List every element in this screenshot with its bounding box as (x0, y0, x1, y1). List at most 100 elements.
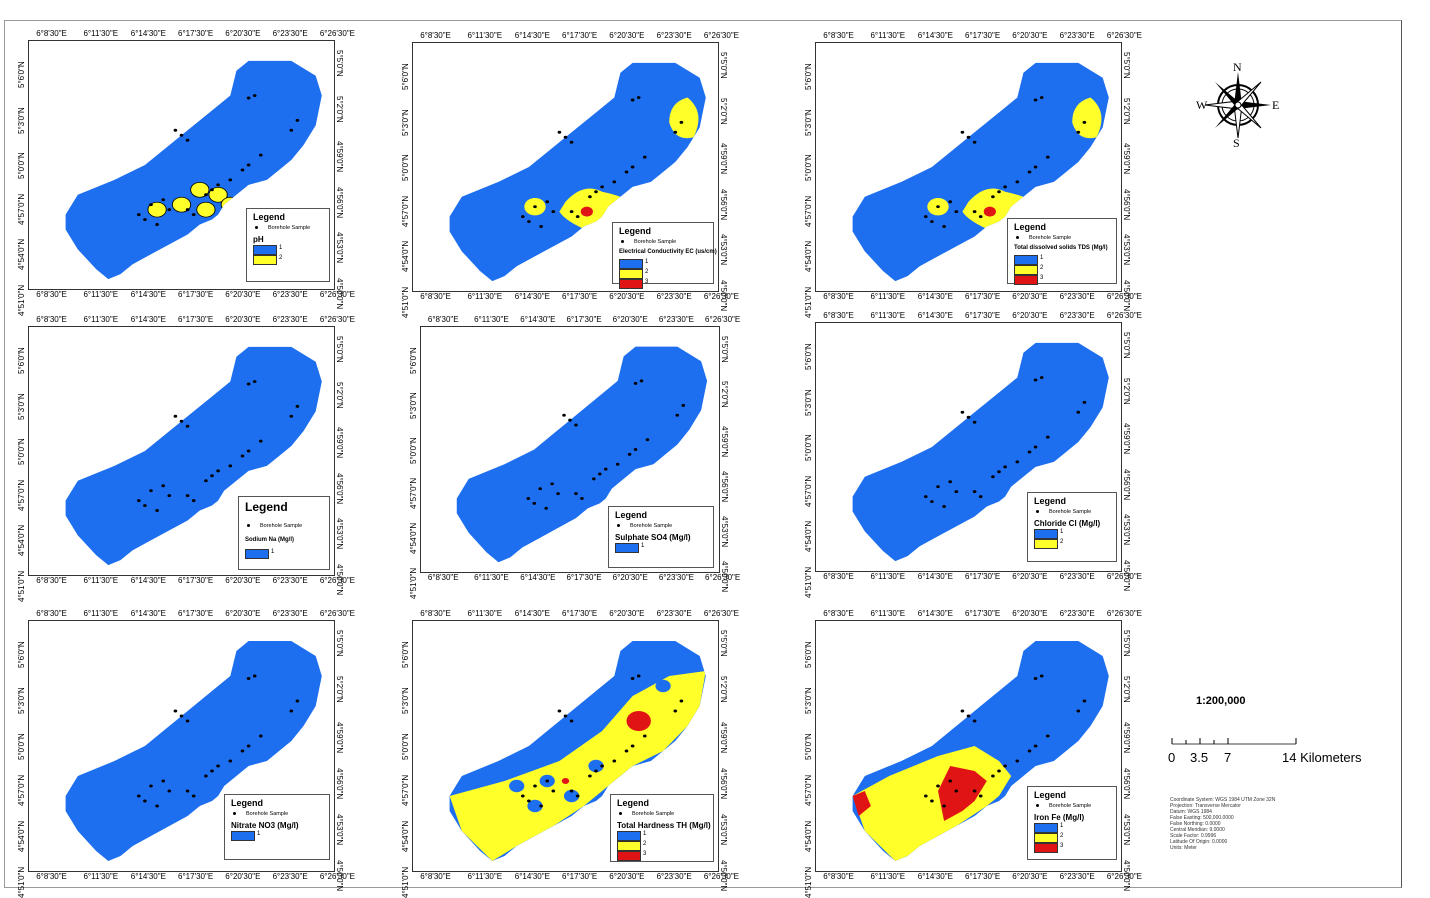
borehole-point (185, 424, 190, 428)
legend-class-label: 1 (645, 259, 649, 265)
borehole-point (966, 415, 971, 419)
x-tick-label: 6°20'30"E (609, 609, 645, 618)
class-zone (147, 201, 167, 218)
x-tick-label: 6°8'30"E (36, 29, 67, 38)
x-tick-label: 6°17'30"E (965, 572, 1001, 581)
borehole-point (173, 128, 178, 132)
basin-area (65, 60, 322, 280)
legend-class-swatch (1014, 255, 1038, 265)
y-tick-label-left: 5°0'0"N (17, 438, 26, 466)
borehole-point (143, 799, 147, 803)
borehole-point (161, 779, 166, 783)
borehole-point (551, 210, 556, 214)
x-tick-label: 6°17'30"E (562, 31, 598, 40)
y-tick-label-left: 4°57'0"N (401, 195, 410, 227)
x-tick-label: 6°14'30"E (514, 31, 550, 40)
borehole-point (527, 799, 531, 803)
class-zone (626, 711, 651, 731)
x-tick-label: 6°20'30"E (609, 872, 645, 881)
borehole-point (557, 709, 562, 713)
x-tick-label: 6°20'30"E (1012, 609, 1048, 618)
y-tick-label-left: 4°57'0"N (804, 475, 813, 507)
borehole-point (252, 674, 257, 678)
class-zone (950, 686, 975, 706)
x-tick-label: 6°23'30"E (272, 29, 308, 38)
borehole-point (612, 759, 617, 763)
legend-class-label: 3 (1040, 275, 1044, 281)
y-tick-label-right: 4°53'0"N (335, 814, 344, 846)
map-canvas (456, 346, 708, 563)
x-tick-label: 6°11'30"E (474, 573, 509, 582)
borehole-point (612, 180, 617, 184)
borehole-point (1039, 376, 1044, 380)
y-tick-label-right: 5°2'0"N (1122, 676, 1131, 703)
y-tick-label-right: 5°5'0"N (719, 630, 728, 657)
legend-class-label: 1 (271, 549, 275, 555)
legend-class-swatch (253, 245, 277, 255)
borehole-point (1076, 709, 1081, 713)
x-tick-label: 6°14'30"E (917, 31, 953, 40)
borehole-point (538, 487, 542, 491)
borehole-point (143, 504, 147, 508)
borehole-point (533, 784, 537, 788)
class-zone (655, 679, 671, 693)
x-tick-label: 6°17'30"E (566, 573, 602, 582)
map-panel-ph: 6°8'30"E 6°8'30"E 6°11'30"E 6°11'30"E 6°14'3… (17, 29, 355, 316)
y-tick-label-right: 5°2'0"N (720, 381, 729, 408)
y-tick-label-right: 4°56'0"N (1122, 188, 1131, 220)
borehole-point (978, 495, 983, 499)
x-tick-label: 6°14'30"E (917, 609, 953, 618)
y-tick-label-right: 4°59'0"N (1122, 423, 1131, 455)
x-tick-label: 6°23'30"E (656, 31, 692, 40)
y-tick-label-left: 5°0'0"N (17, 733, 26, 760)
borehole-point (532, 501, 537, 505)
borehole-point (563, 714, 568, 718)
legend-borehole-row: Borehole Sample (619, 811, 674, 817)
class-zone (563, 789, 580, 803)
borehole-point (557, 130, 562, 134)
y-tick-label-right: 5°2'0"N (1122, 97, 1131, 125)
scale-label-0: 0 (1168, 750, 1176, 765)
borehole-point (598, 472, 602, 476)
x-tick-label: 6°26'30"E (1106, 311, 1142, 320)
legend-class-swatch (245, 549, 269, 559)
borehole-point (972, 210, 977, 214)
x-tick-label: 6°17'30"E (562, 292, 598, 301)
borehole-point (228, 464, 233, 468)
x-tick-label: 6°8'30"E (823, 572, 854, 581)
y-tick-label-left: 4°51'0"N (804, 866, 813, 898)
borehole-point (972, 140, 977, 144)
y-tick-label-left: 5°0'0"N (401, 154, 410, 182)
borehole-point (191, 499, 196, 503)
x-tick-label: 6°8'30"E (823, 872, 854, 881)
class-zone (669, 97, 699, 139)
legend-class-swatch (619, 279, 643, 289)
x-tick-label: 6°17'30"E (965, 872, 1001, 881)
y-tick-label-right: 4°56'0"N (719, 188, 728, 220)
y-tick-label-right: 4°59'0"N (335, 141, 344, 173)
meta-line: False Northing: 0.0000 (1170, 821, 1221, 827)
y-tick-label-left: 4°51'0"N (401, 866, 410, 898)
class-zone (1072, 97, 1102, 139)
borehole-point (1045, 435, 1050, 439)
borehole-label: Borehole Sample (246, 811, 289, 817)
class-zone (580, 206, 593, 217)
x-tick-label: 6°20'30"E (1012, 31, 1048, 40)
map-legend: Legend Borehole Sample Nitrate NO3 (Mg/l) 1 (224, 794, 330, 860)
borehole-point (545, 779, 550, 783)
borehole-point (1039, 96, 1044, 100)
x-tick-label: 6°14'30"E (917, 572, 953, 581)
x-tick-label: 6°17'30"E (965, 311, 1001, 320)
y-tick-label-right: 4°50'0"N (335, 278, 344, 310)
borehole-point (991, 774, 995, 778)
borehole-point (544, 506, 548, 510)
y-tick-label-left: 5°6'0"N (17, 641, 26, 668)
borehole-point (216, 183, 220, 187)
borehole-point (246, 382, 251, 386)
borehole-point (240, 749, 245, 753)
borehole-point (1003, 764, 1007, 768)
meta-line: Central Meridian: 9.0000 (1170, 827, 1225, 833)
borehole-point (978, 215, 983, 219)
borehole-point (645, 438, 650, 442)
x-tick-label: 6°11'30"E (83, 29, 119, 38)
